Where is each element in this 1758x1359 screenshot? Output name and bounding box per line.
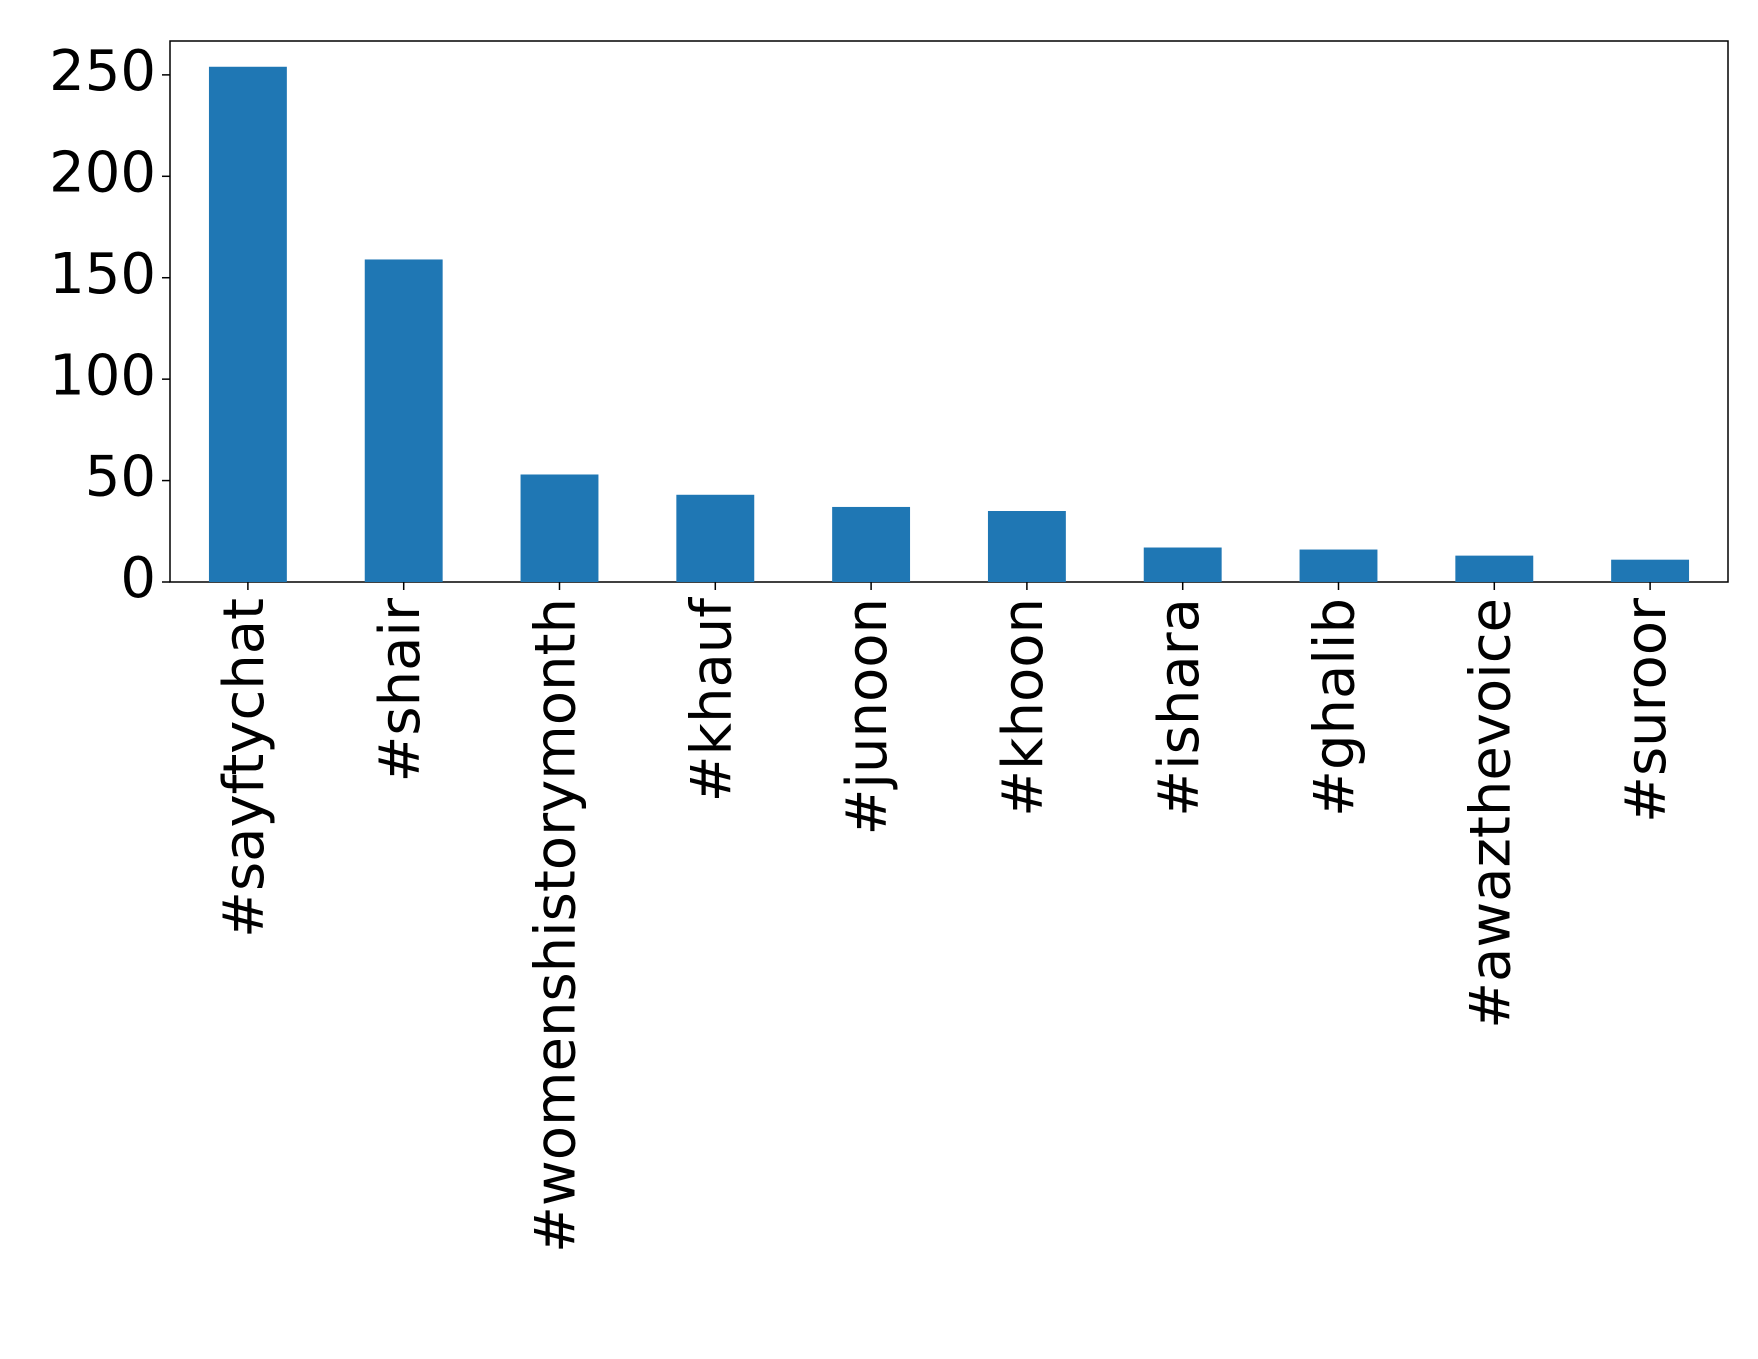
bar bbox=[520, 474, 599, 582]
y-tick-label: 250 bbox=[49, 39, 156, 104]
x-tick-label: #ishara bbox=[1147, 598, 1212, 817]
x-tick-label: #awazthevoice bbox=[1458, 598, 1523, 1029]
bar bbox=[832, 506, 911, 582]
bar bbox=[1143, 547, 1222, 582]
bar bbox=[208, 66, 287, 582]
y-tick-label: 50 bbox=[85, 445, 156, 510]
bar bbox=[987, 511, 1066, 582]
plot-frame bbox=[169, 40, 1729, 583]
x-tick-label: #junoon bbox=[835, 598, 900, 835]
bar bbox=[1611, 559, 1690, 582]
bar bbox=[1299, 549, 1378, 582]
bar bbox=[676, 494, 755, 582]
x-tick-label: #womenshistorymonth bbox=[524, 598, 589, 1253]
x-tick-label: #suroor bbox=[1614, 597, 1679, 823]
bar bbox=[1455, 555, 1534, 582]
y-tick-label: 150 bbox=[49, 242, 156, 307]
y-tick-label: 100 bbox=[49, 343, 156, 408]
bar bbox=[364, 259, 443, 582]
x-tick-label: #sayftychat bbox=[212, 598, 277, 938]
y-tick-label: 0 bbox=[120, 546, 156, 611]
y-tick-label: 200 bbox=[49, 140, 156, 205]
x-tick-label: #khoon bbox=[991, 598, 1056, 817]
x-tick-label: #ghalib bbox=[1303, 598, 1368, 817]
x-tick-label: #khauf bbox=[679, 597, 744, 803]
x-tick-label: #shair bbox=[368, 597, 433, 782]
